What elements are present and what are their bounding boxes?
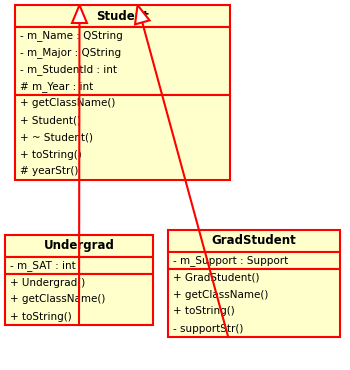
Polygon shape [135, 5, 149, 24]
Text: + Undergrad(): + Undergrad() [10, 278, 85, 287]
Text: - m_Support : Support: - m_Support : Support [173, 255, 288, 266]
Text: Student: Student [96, 10, 149, 23]
Text: + getClassName(): + getClassName() [20, 98, 116, 108]
Text: GradStudent: GradStudent [212, 235, 296, 248]
Bar [168, 230, 340, 252]
Text: + Student(): + Student() [20, 115, 81, 125]
Text: - supportStr(): - supportStr() [173, 323, 243, 333]
Text: + getClassName(): + getClassName() [10, 295, 105, 305]
Text: + GradStudent(): + GradStudent() [173, 272, 259, 283]
Bar [15, 27, 230, 95]
Bar [15, 95, 230, 180]
Text: + toString(): + toString() [173, 306, 235, 316]
Text: - m_StudentId : int: - m_StudentId : int [20, 64, 117, 75]
Text: + toString(): + toString() [20, 149, 82, 159]
Text: + toString(): + toString() [10, 312, 72, 322]
Bar [5, 235, 153, 257]
Bar [168, 252, 340, 269]
Text: + ~ Student(): + ~ Student() [20, 132, 93, 142]
Bar [5, 257, 153, 274]
Bar [15, 5, 230, 27]
Bar [168, 269, 340, 337]
Text: Undergrad: Undergrad [43, 239, 114, 252]
Text: - m_SAT : int: - m_SAT : int [10, 260, 76, 271]
Text: - m_Name : QString: - m_Name : QString [20, 30, 123, 41]
Text: # yearStr(): # yearStr() [20, 166, 78, 176]
Text: - m_Major : QString: - m_Major : QString [20, 47, 121, 58]
Polygon shape [72, 5, 87, 23]
Text: # m_Year : int: # m_Year : int [20, 81, 93, 92]
Bar [5, 274, 153, 325]
Text: + getClassName(): + getClassName() [173, 289, 268, 299]
